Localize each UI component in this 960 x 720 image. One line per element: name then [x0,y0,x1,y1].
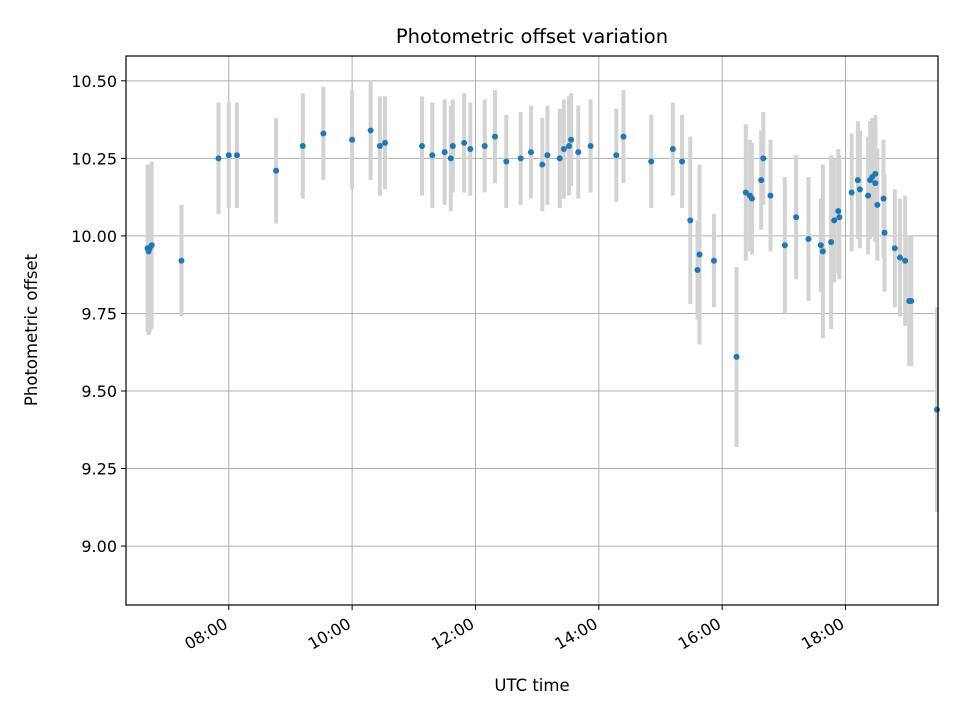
x-axis-label: UTC time [494,676,569,695]
data-point [429,152,436,159]
data-point [760,155,767,162]
data-point [447,155,454,162]
data-point [367,127,374,134]
data-point [835,208,842,215]
data-point [273,167,280,174]
data-point [819,248,826,255]
data-point [865,192,872,199]
data-point [679,158,686,165]
data-point [872,170,879,177]
data-point [817,242,824,249]
data-point [320,130,327,137]
data-point [539,161,546,168]
y-axis-label: Photometric offset [22,253,41,406]
y-tick-label: 9.75 [81,304,117,323]
data-point [620,133,627,140]
plot-frame [125,55,939,606]
data-point [461,139,468,146]
data-point [872,180,879,187]
data-point [748,195,755,202]
data-point [441,149,448,156]
data-point [467,146,474,153]
y-tick-label: 9.50 [81,382,117,401]
data-point [793,214,800,221]
data-point [828,239,835,246]
data-point [805,236,812,242]
data-point [694,267,701,274]
data-point [225,152,232,159]
data-point [648,158,655,165]
y-tick-label: 10.25 [71,149,117,168]
data-point [669,146,676,153]
data-point [503,158,510,165]
data-point [148,242,155,249]
data-point [613,152,620,159]
data-point [874,201,881,208]
data-point [742,189,749,196]
data-point [856,186,863,193]
data-point [560,146,567,153]
data-point [349,136,356,143]
y-tick-label: 10.00 [71,227,117,246]
data-point [481,142,488,149]
data-point [575,149,582,156]
data-point [568,136,575,143]
data-point [880,195,887,202]
data-point [758,177,765,184]
data-point [491,133,498,140]
data-point [854,177,861,184]
data-point [234,152,241,159]
data-point [848,189,855,196]
data-point [687,217,694,224]
y-tick-label: 10.50 [71,72,117,91]
y-axis-ticks: 9.00 9.25 9.50 9.75 10.00 10.25 10.50 [71,72,126,556]
grid [126,56,938,605]
data-point [836,214,843,221]
chart-title: Photometric offset variation [396,25,668,48]
data-point [767,192,774,199]
data-point [896,254,903,261]
data-point [299,142,306,149]
data-point [933,406,940,413]
y-tick-label: 9.25 [81,460,117,479]
data-point [710,257,717,264]
data-point [527,149,534,156]
data-point [178,257,185,264]
y-tick-label: 9.00 [81,537,117,556]
data-point [544,152,551,159]
data-point [556,155,563,162]
data-point [781,242,788,249]
data-point [902,257,909,264]
data-point [908,298,915,305]
data-point [696,251,703,258]
data-point [449,142,456,149]
data-point [891,245,898,252]
data-point [517,155,524,162]
data-point [566,142,573,149]
data-point [215,155,222,162]
data-point [376,142,383,149]
data-point [382,139,389,146]
data-points [144,127,940,413]
data-point [831,217,838,224]
data-point [419,142,426,149]
data-point [733,353,740,360]
data-point [587,142,594,149]
data-point [881,229,888,236]
